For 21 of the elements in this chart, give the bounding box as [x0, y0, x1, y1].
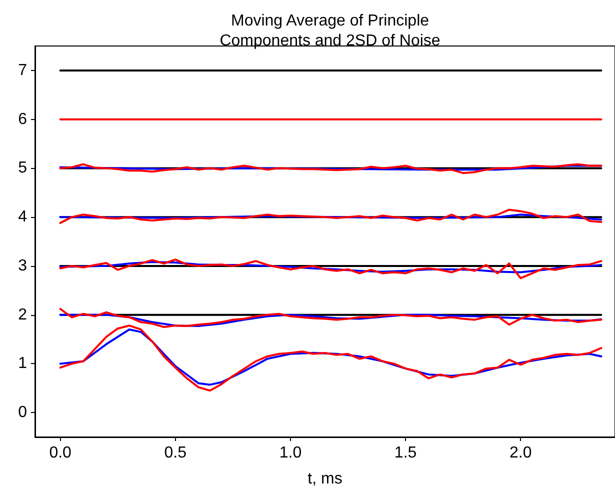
x-tick-label: 1.5: [394, 444, 417, 462]
y-tick-label: 4: [18, 208, 28, 226]
y-tick-label: 1: [18, 355, 28, 372]
x-tick-label: 0.5: [164, 444, 187, 462]
line-series: [59, 261, 602, 274]
line-series: [59, 163, 602, 174]
line-series: [59, 208, 602, 224]
y-tick-label: 6: [18, 110, 28, 128]
y-tick-label: 2: [18, 306, 28, 324]
x-tick-label: 1.0: [279, 444, 302, 462]
line-series: [59, 314, 602, 328]
y-tick-label: 7: [18, 62, 28, 79]
x-tick-label: 2.0: [510, 444, 532, 462]
line-series: [59, 258, 602, 280]
y-tick-label: 0: [18, 404, 28, 422]
y-tick-label: 5: [18, 160, 28, 177]
x-axis-title: t, ms: [308, 470, 342, 488]
line-series: [59, 308, 602, 328]
x-tick-label: 0.0: [49, 444, 72, 462]
chart-title: Moving Average of Principle Components and 2SD of Noise: [220, 12, 440, 50]
y-tick-label: 3: [18, 257, 28, 274]
